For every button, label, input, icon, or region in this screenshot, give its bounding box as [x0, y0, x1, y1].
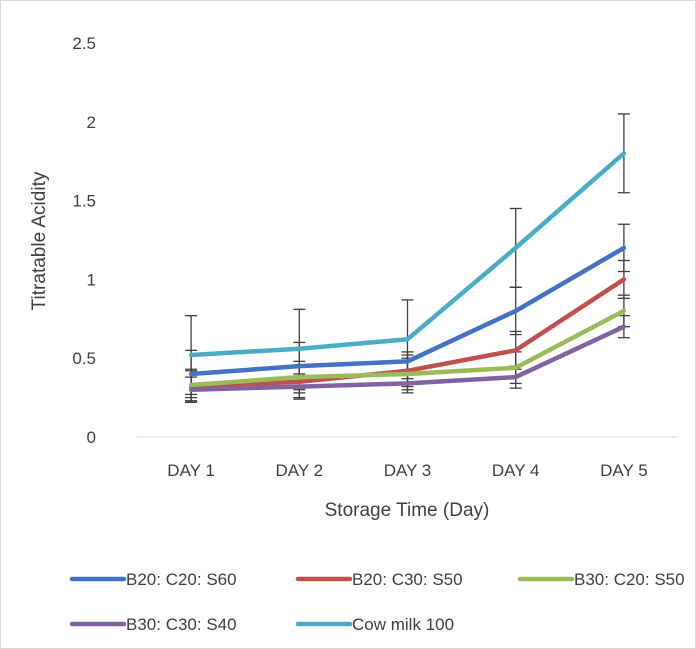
legend-item: B20: C20: S60 [69, 570, 237, 589]
legend-label: B30: C20: S50 [574, 570, 685, 589]
series-line-4 [188, 324, 627, 392]
y-tick-label: 1.5 [72, 192, 96, 211]
legend-label: B20: C20: S60 [126, 570, 237, 589]
tick-labels: 0 0.5 1 1.5 2 2.5 DAY 1 DAY 2 DAY 3 DAY 4 DAY 5 [72, 34, 647, 480]
x-tick-label: DAY 5 [600, 461, 648, 480]
x-tick-label: DAY 1 [167, 461, 215, 480]
legend-item: B20: C30: S50 [295, 570, 463, 589]
y-axis-title: Titratable Acidity [29, 171, 50, 310]
legend-item: B30: C30: S40 [69, 615, 237, 634]
y-tick-label: 0.5 [72, 349, 96, 368]
x-axis-title: Storage Time (Day) [325, 500, 490, 521]
y-tick-label: 2.5 [72, 34, 96, 53]
legend-item: B30: C20: S50 [517, 570, 685, 589]
legend-label: B20: C30: S50 [352, 570, 463, 589]
x-tick-label: DAY 2 [276, 461, 324, 480]
legend-label: B30: C30: S40 [126, 615, 237, 634]
series-line-1 [188, 245, 627, 377]
legend: B20: C20: S60 B20: C30: S50 B30: C20: S50 B… [69, 570, 685, 634]
y-tick-label: 2 [87, 113, 96, 132]
series-lines [188, 151, 627, 392]
series-line-3 [188, 308, 627, 388]
series-line-5 [188, 151, 627, 358]
series-line-2 [188, 277, 627, 389]
x-tick-label: DAY 3 [384, 461, 432, 480]
y-tick-label: 0 [87, 428, 96, 447]
x-tick-label: DAY 4 [492, 461, 540, 480]
legend-item: Cow milk 100 [295, 615, 454, 634]
legend-label: Cow milk 100 [352, 615, 454, 634]
y-tick-label: 1 [87, 270, 96, 289]
